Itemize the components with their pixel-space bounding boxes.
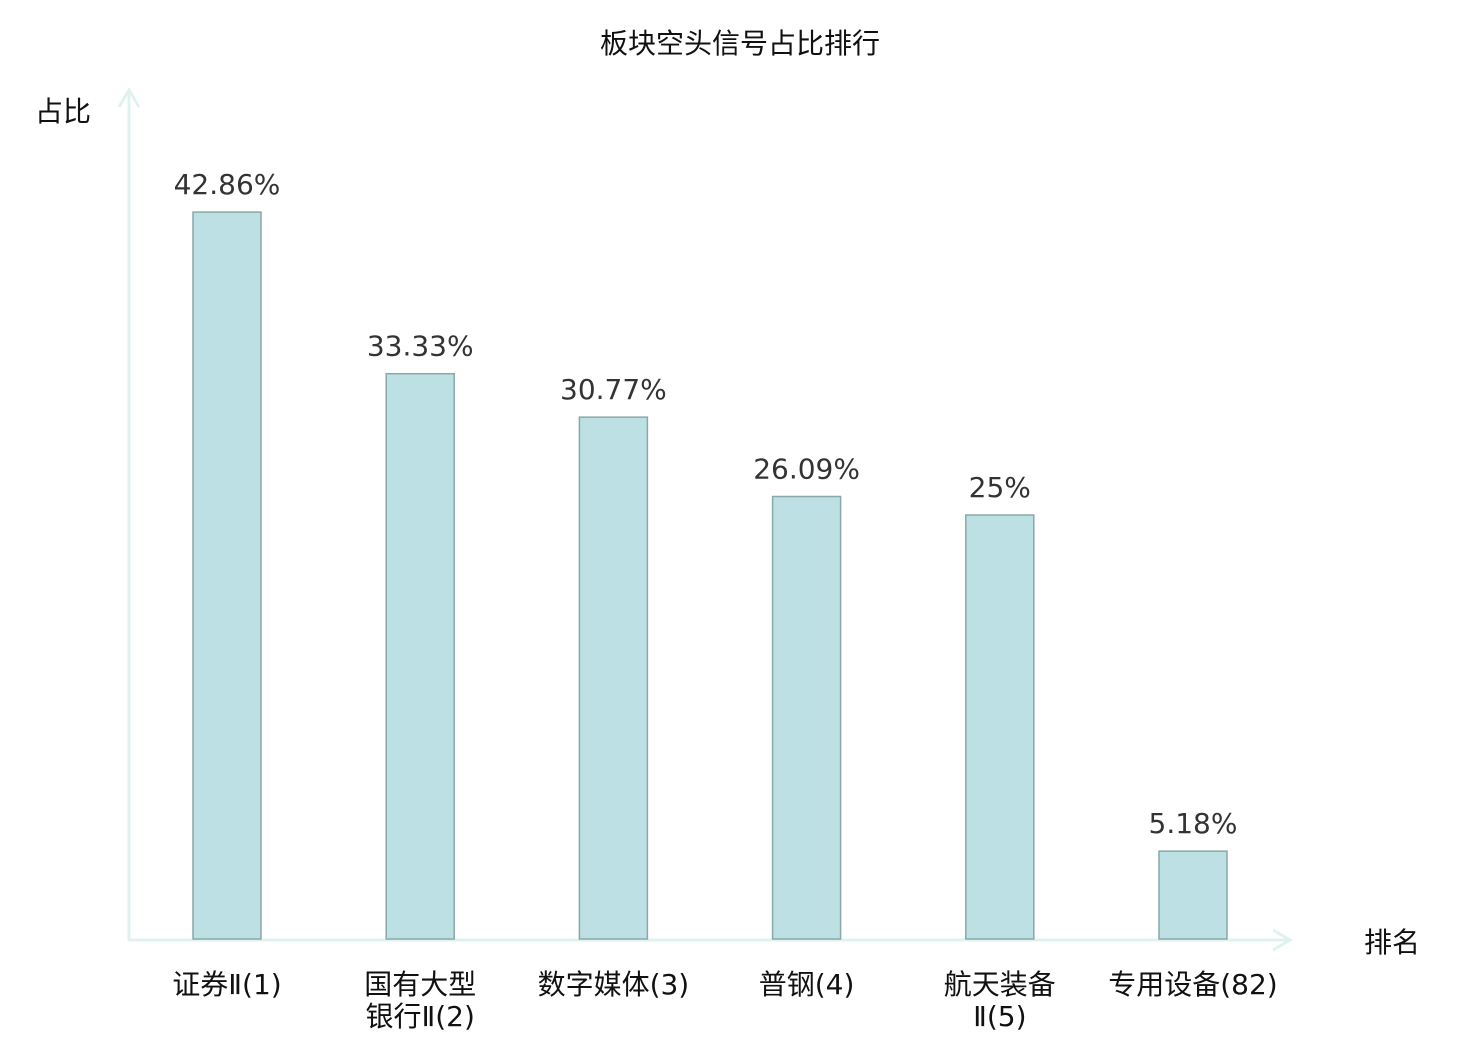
- bar: [771, 495, 842, 940]
- bar: [1158, 850, 1228, 940]
- bar: [578, 416, 649, 940]
- data-label: 5.18%: [1149, 807, 1238, 840]
- x-axis-arrow: [1272, 928, 1293, 952]
- chart-title: 板块空头信号占比排行: [600, 27, 880, 60]
- data-label: 42.86%: [174, 168, 281, 201]
- data-label: 30.77%: [560, 373, 667, 406]
- x-tick-label: 航天装备 Ⅱ(5): [944, 968, 1056, 1033]
- bar: [192, 211, 262, 940]
- x-tick-label: 数字媒体(3): [538, 968, 690, 1001]
- x-axis-label: 排名: [1364, 926, 1420, 959]
- bar: [385, 372, 455, 940]
- data-label: 26.09%: [753, 453, 860, 486]
- bars: 42.86% 证券Ⅱ(1) 33.33% 国有大型银行Ⅱ(2) 30.77% 数字媒体(3…: [172, 168, 1277, 1033]
- x-tick-label: 普钢(4): [759, 968, 855, 1001]
- bar: [965, 514, 1035, 940]
- axes: [117, 87, 1293, 952]
- x-tick-label: 证券Ⅱ(1): [172, 968, 281, 1001]
- y-axis-arrow: [117, 87, 141, 108]
- data-label: 25%: [969, 471, 1031, 504]
- y-axis-label: 占比: [35, 95, 91, 128]
- x-tick-label: 专用设备(82): [1108, 968, 1277, 1001]
- data-label: 33.33%: [367, 330, 474, 363]
- x-tick-label: 国有大型银行Ⅱ(2): [364, 968, 476, 1033]
